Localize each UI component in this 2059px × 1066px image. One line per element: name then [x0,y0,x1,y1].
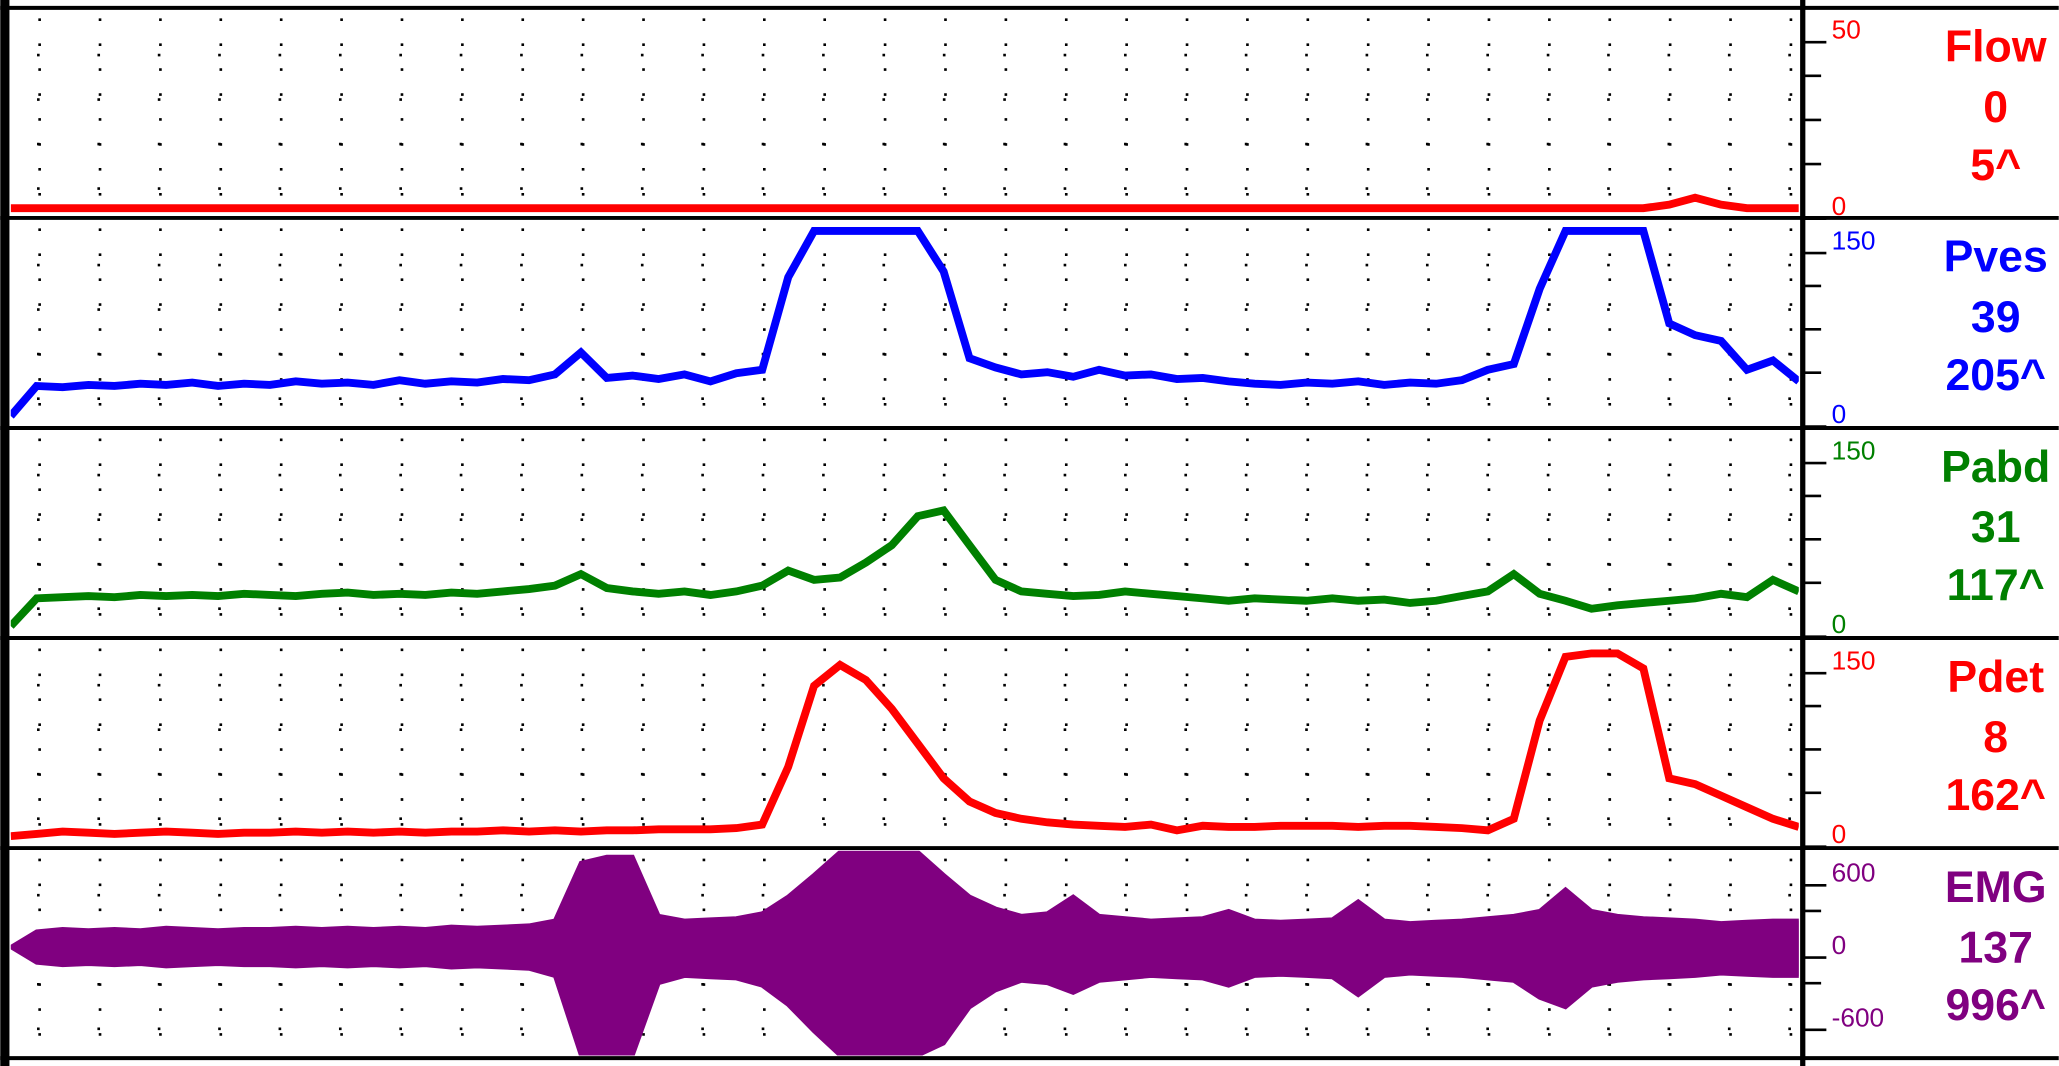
current-value: 0 [1983,83,2008,132]
signal-line [10,226,1799,419]
signal-line [10,193,1799,213]
peak-value: 996^ [1945,981,2046,1030]
y-tick-label: -600 [1832,1002,1885,1032]
y-tick-label: 600 [1832,858,1876,888]
y-tick-label: 150 [1832,436,1876,466]
peak-value: 5^ [1970,141,2021,190]
left-border [0,0,10,1066]
channel-name: Pabd [1941,443,2050,492]
y-tick-label: 0 [1832,930,1847,960]
peak-value: 117^ [1947,561,2045,610]
y-tick-label: 0 [1832,609,1847,639]
y-tick-label: 0 [1832,399,1847,429]
signal-line [10,506,1799,629]
channel-name: Flow [1945,23,2047,72]
peak-value: 205^ [1945,351,2046,400]
peak-value: 162^ [1945,771,2046,820]
current-value: 8 [1983,713,2008,762]
channel-name: Pdet [1947,653,2044,702]
current-value: 31 [1971,503,2021,552]
channel-name: EMG [1945,863,2047,912]
signal-line [10,649,1799,841]
current-value: 39 [1971,293,2021,342]
y-tick-label: 150 [1832,646,1876,676]
y-tick-label: 50 [1832,15,1861,45]
current-value: 137 [1958,923,2032,972]
y-tick-label: 150 [1832,225,1876,255]
signal-band [10,850,1799,1056]
y-tick-label: 0 [1832,819,1847,849]
channel-name: Pves [1944,233,2048,282]
y-tick-label: 0 [1832,191,1847,221]
